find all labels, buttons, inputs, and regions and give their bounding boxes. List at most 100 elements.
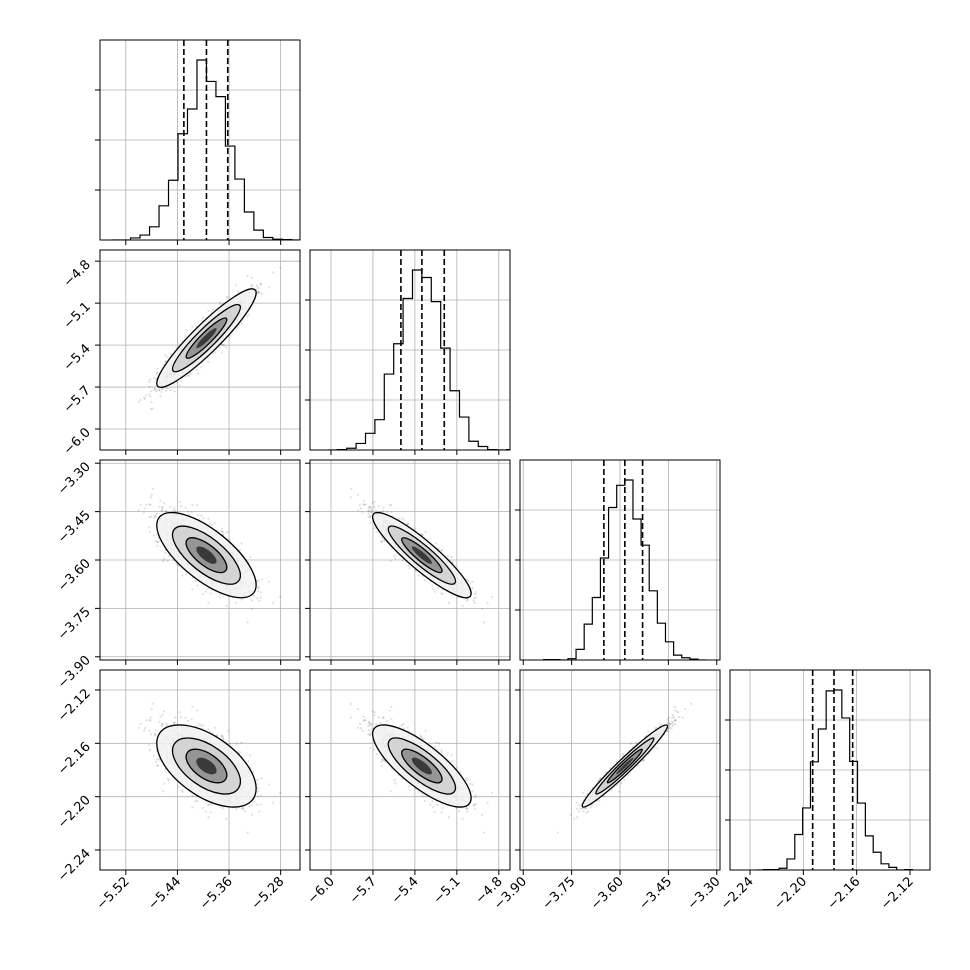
scatter-point	[173, 721, 176, 724]
panel-1-1	[305, 249, 511, 455]
scatter-point	[161, 387, 164, 391]
scatter-point	[207, 816, 210, 819]
scatter-point	[143, 397, 146, 401]
scatter-point	[164, 551, 167, 555]
scatter-point	[394, 557, 397, 560]
scatter-point	[222, 807, 225, 810]
scatter-point	[169, 353, 172, 356]
scatter-point	[258, 599, 261, 602]
scatter-point	[240, 807, 243, 810]
scatter-point	[211, 308, 215, 311]
scatter-point	[221, 735, 225, 738]
scatter-point	[154, 388, 157, 391]
scatter-point	[202, 517, 205, 520]
scatter-point	[370, 508, 373, 512]
scatter-point	[390, 511, 393, 514]
scatter-point	[250, 276, 253, 279]
scatter-point	[219, 805, 222, 808]
scatter-point	[272, 271, 275, 274]
scatter-point	[473, 593, 477, 596]
scatter-point	[257, 291, 260, 294]
scatter-point	[239, 751, 242, 754]
scatter-point	[161, 387, 164, 390]
scatter-point	[181, 574, 184, 577]
scatter-point	[181, 788, 184, 792]
scatter-point	[209, 523, 212, 526]
scatter-point	[158, 389, 161, 392]
y-tick-label-1-4: −4.8	[61, 257, 94, 290]
scatter-point	[220, 351, 223, 354]
scatter-point	[258, 291, 261, 294]
scatter-point	[397, 517, 400, 520]
scatter-point	[156, 758, 159, 761]
scatter-point	[196, 800, 199, 803]
scatter-point	[164, 360, 167, 363]
scatter-point	[218, 301, 222, 304]
y-tick-label-2-4: −3.30	[55, 459, 94, 498]
scatter-point	[191, 588, 194, 591]
scatter-point	[393, 554, 396, 557]
scatter-point	[466, 579, 469, 582]
scatter-point	[149, 390, 153, 393]
scatter-point	[248, 804, 251, 808]
scatter-point	[252, 771, 255, 774]
scatter-point	[227, 530, 230, 533]
scatter-point	[194, 579, 197, 582]
scatter-point	[152, 534, 155, 537]
scatter-point	[247, 760, 250, 763]
scatter-point	[156, 541, 159, 544]
scatter-point	[162, 560, 165, 563]
scatter-point	[207, 517, 210, 520]
scatter-point	[447, 601, 451, 604]
scatter-point	[148, 385, 151, 388]
scatter-point	[207, 360, 210, 363]
scatter-point	[178, 711, 181, 714]
scatter-point	[250, 283, 253, 287]
scatter-point	[235, 742, 238, 745]
scatter-point	[153, 516, 156, 519]
scatter-point	[149, 515, 153, 518]
scatter-point	[158, 720, 161, 723]
scatter-point	[246, 831, 249, 834]
scatter-point	[407, 523, 410, 526]
scatter-point	[486, 602, 489, 605]
scatter-point	[367, 512, 370, 515]
scatter-point	[414, 569, 418, 573]
scatter-point	[356, 509, 360, 512]
scatter-point	[156, 541, 160, 544]
scatter-point	[162, 790, 165, 793]
scatter-point	[226, 296, 229, 299]
scatter-point	[408, 567, 411, 570]
scatter-point	[211, 523, 214, 526]
scatter-point	[268, 580, 271, 583]
panel-2-2	[515, 459, 721, 665]
scatter-point	[235, 601, 238, 604]
scatter-point	[440, 549, 444, 552]
scatter-point	[154, 733, 157, 736]
scatter-point	[155, 390, 158, 393]
scatter-point	[158, 505, 161, 509]
scatter-point	[240, 542, 243, 545]
scatter-point	[173, 721, 176, 724]
scatter-point	[225, 346, 228, 349]
scatter-point	[240, 322, 243, 325]
scatter-point	[272, 602, 275, 605]
y-tick-label-2-0: −3.90	[55, 653, 94, 692]
scatter-point	[358, 503, 361, 507]
scatter-point	[147, 526, 151, 529]
scatter-point	[237, 290, 240, 293]
scatter-point	[200, 514, 203, 517]
scatter-point	[407, 564, 410, 567]
scatter-point	[246, 274, 249, 277]
scatter-point	[155, 533, 159, 536]
scatter-point	[166, 559, 169, 562]
y-tick-label-1-0: −6.0	[61, 425, 94, 458]
scatter-point	[374, 508, 378, 512]
scatter-point	[259, 283, 262, 286]
scatter-point	[177, 785, 180, 788]
panel-frame	[519, 459, 721, 661]
scatter-point	[225, 604, 228, 607]
scatter-point	[235, 807, 238, 811]
scatter-point	[259, 283, 263, 286]
